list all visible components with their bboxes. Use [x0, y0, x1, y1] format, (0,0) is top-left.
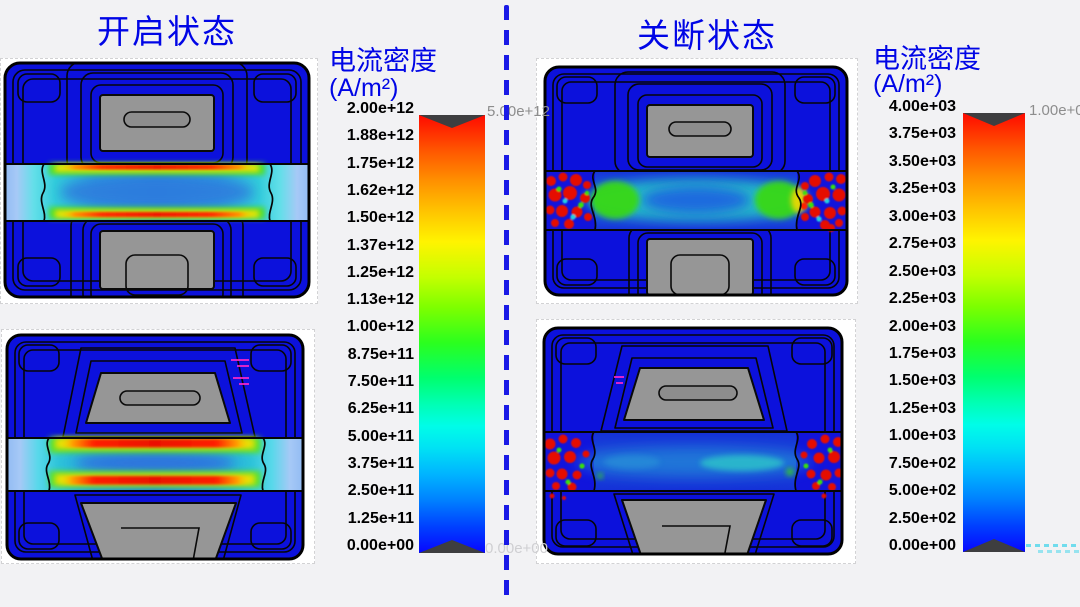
colorbar-overflow-marker	[419, 115, 485, 128]
right-colorbar-tick: 2.75e+03	[888, 235, 956, 252]
colorbar-underflow-marker	[419, 540, 485, 553]
right-colorbar-unit: (A/m²)	[873, 70, 943, 98]
left-colorbar-tick: 6.25e+11	[347, 400, 414, 417]
right-colorbar-tick: 2.50e+03	[888, 263, 956, 280]
device-cross-section-heatmap	[3, 61, 311, 299]
left-colorbar-min-annotation: 0.00e+00	[485, 540, 548, 557]
left-colorbar-tick: 8.75e+11	[347, 346, 414, 363]
left-colorbar-tick: 2.00e+12	[346, 100, 414, 117]
left-colorbar-tick: 1.88e+12	[346, 127, 414, 144]
channel-current-density	[544, 432, 842, 491]
right-colorbar-tick: 0.00e+00	[888, 537, 956, 554]
left-colorbar-tick: 2.50e+11	[347, 482, 414, 499]
off-state-title: 关断状态	[637, 17, 777, 54]
right-colorbar-tick: 4.00e+03	[888, 98, 956, 115]
on-state-current-density-map-1	[0, 58, 318, 304]
on-state-title: 开启状态	[97, 13, 237, 50]
right-colorbar-tick: 7.50e+02	[888, 455, 956, 472]
right-colorbar-gradient	[963, 113, 1025, 552]
render-artifact-magenta	[231, 359, 249, 385]
render-artifact-magenta	[614, 376, 624, 384]
vertical-dashed-divider	[504, 5, 509, 601]
left-colorbar-tick: 1.25e+12	[346, 264, 414, 281]
left-colorbar-max-annotation: 5.00e+12	[487, 103, 550, 120]
right-colorbar-tick: 3.25e+03	[888, 180, 956, 197]
right-colorbar-tick: 3.00e+03	[888, 208, 956, 225]
right-colorbar-tick: 2.50e+02	[888, 510, 956, 527]
device-cross-section-heatmap	[543, 65, 849, 297]
right-colorbar-tick: 3.50e+03	[888, 153, 956, 170]
right-colorbar-tick: 1.50e+03	[888, 372, 956, 389]
off-state-current-density-map-1	[536, 58, 858, 304]
left-colorbar-tick: 1.00e+12	[346, 318, 414, 335]
channel-current-density	[7, 437, 303, 491]
left-colorbar-tick: 1.75e+12	[346, 155, 414, 172]
current-crowding-blobs	[544, 434, 842, 500]
right-colorbar-tick: 1.75e+03	[888, 345, 956, 362]
current-crowding-blobs	[545, 172, 847, 232]
gate-electrodes	[646, 104, 754, 295]
device-cross-section-heatmap	[5, 333, 305, 561]
left-colorbar-title: 电流密度	[329, 46, 437, 76]
off-state-current-density-map-2	[536, 319, 856, 564]
render-artifact-cyan	[1038, 550, 1080, 553]
left-colorbar-tick: 1.37e+12	[346, 237, 414, 254]
left-colorbar-gradient	[419, 115, 485, 553]
left-colorbar-tick: 7.50e+11	[347, 373, 414, 390]
right-colorbar-max-annotation: 1.00e+04	[1029, 102, 1080, 119]
colorbar-underflow-marker	[963, 539, 1025, 552]
right-colorbar-title: 电流密度	[873, 44, 981, 74]
right-colorbar-tick: 1.25e+03	[888, 400, 956, 417]
left-colorbar-tick: 1.62e+12	[346, 182, 414, 199]
gate-electrodes	[80, 372, 237, 559]
colorbar-overflow-marker	[963, 113, 1025, 126]
left-colorbar-tick: 0.00e+00	[346, 537, 414, 554]
right-colorbar-tick: 2.25e+03	[888, 290, 956, 307]
left-colorbar-tick: 1.13e+12	[346, 291, 414, 308]
gate-electrodes	[621, 367, 767, 554]
gate-electrodes	[99, 94, 215, 296]
channel-current-density	[5, 163, 309, 221]
render-artifact-cyan	[1026, 544, 1080, 547]
on-state-current-density-map-2	[1, 329, 315, 564]
left-colorbar-tick: 1.50e+12	[346, 209, 414, 226]
right-colorbar-tick: 3.75e+03	[888, 125, 956, 142]
right-colorbar-tick: 1.00e+03	[888, 427, 956, 444]
right-colorbar-tick: 2.00e+03	[888, 318, 956, 335]
left-colorbar-tick: 5.00e+11	[347, 428, 414, 445]
right-colorbar-tick: 5.00e+02	[888, 482, 956, 499]
left-colorbar-tick: 1.25e+11	[347, 510, 414, 527]
left-colorbar-unit: (A/m²)	[329, 74, 399, 102]
device-cross-section-heatmap	[542, 326, 844, 556]
left-colorbar-tick: 3.75e+11	[347, 455, 414, 472]
